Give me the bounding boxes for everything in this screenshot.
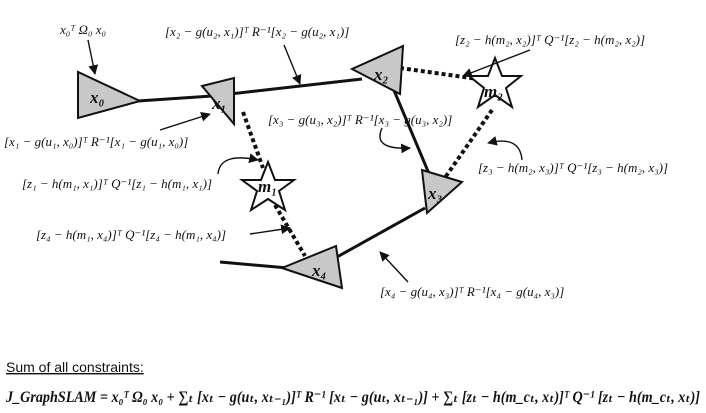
edge-x0-x1 xyxy=(137,94,213,103)
pose-x0 xyxy=(77,70,143,120)
landmark-nodes xyxy=(238,55,524,213)
edge-x4-tail xyxy=(219,260,289,270)
arrow-odo-x2 xyxy=(283,44,302,85)
pose-x4 xyxy=(279,244,344,290)
landmark-m2 xyxy=(466,55,524,110)
summary-title: Sum of all constraints: xyxy=(6,359,144,375)
constraint-labels: x₀ᵀ Ω₀ x₀ [x₂ − g(u₂, x₁)]ᵀ R⁻¹[x₂ − g(u… xyxy=(4,22,668,299)
label-obs-m1-x4: [z₄ − h(m₁, x₄)]ᵀ Q⁻¹[z₄ − h(m₁, x₄)] xyxy=(36,227,226,242)
edge-x3-x4 xyxy=(327,206,426,264)
label-obs-m2-x2: [z₂ − h(m₂, x₂)]ᵀ Q⁻¹[z₂ − h(m₂, x₂)] xyxy=(455,32,645,47)
node-label-x3: x₃ xyxy=(427,184,443,203)
arrow-obs-m1-x1 xyxy=(217,153,259,175)
label-odo-x3: [x₃ − g(u₃, x₂)]ᵀ R⁻¹[x₃ − g(u₃, x₂)] xyxy=(268,112,452,127)
edge-m2-x3 xyxy=(440,108,494,184)
label-obs-m2-x3: [z₃ − h(m₂, x₃)]ᵀ Q⁻¹[z₃ − h(m₂, x₃)] xyxy=(478,160,668,175)
arrow-obs-m2-x2 xyxy=(462,49,531,78)
node-label-x4: x₄ xyxy=(311,261,326,280)
label-odo-x1: [x₁ − g(u₁, x₀)]ᵀ R⁻¹[x₁ − g(u₁, x₀)] xyxy=(4,134,188,149)
edge-x2-m2 xyxy=(399,66,479,81)
arrow-odo-x3 xyxy=(379,127,411,154)
edge-x2-x3 xyxy=(391,87,432,177)
node-label-x0: x₀ xyxy=(89,88,105,107)
callout-arrows xyxy=(87,39,531,283)
pose-x2 xyxy=(349,44,405,96)
arrow-odo-x1 xyxy=(159,112,211,131)
arrow-obs-m1-x4 xyxy=(249,224,291,235)
pose-nodes xyxy=(77,44,465,290)
edge-m1-x4 xyxy=(273,203,307,258)
node-labels: x₀ x₁ x₂ x₃ x₄ m₁ m₂ xyxy=(89,65,503,280)
node-label-x2: x₂ xyxy=(373,65,389,84)
node-label-m1: m₁ xyxy=(258,177,277,196)
pose-x1 xyxy=(200,76,235,127)
observation-edges xyxy=(241,66,494,258)
pose-x3 xyxy=(420,168,465,216)
label-odo-x2: [x₂ − g(u₂, x₁)]ᵀ R⁻¹[x₂ − g(u₂, x₁)] xyxy=(165,24,349,39)
node-label-m2: m₂ xyxy=(484,82,503,101)
label-obs-m1-x1: [z₁ − h(m₁, x₁)]ᵀ Q⁻¹[z₁ − h(m₁, x₁)] xyxy=(22,176,212,191)
summary: Sum of all constraints: J_GraphSLAM = x₀… xyxy=(5,359,700,406)
arrow-obs-m2-x3 xyxy=(487,136,523,161)
arrow-prior xyxy=(87,39,99,75)
edge-x1-x2 xyxy=(229,77,363,96)
summary-formula: J_GraphSLAM = x₀ᵀ Ω₀ x₀ + ∑ₜ [xₜ − g(uₜ,… xyxy=(5,389,700,406)
edge-x1-m1 xyxy=(241,111,265,169)
arrow-odo-x4 xyxy=(379,251,409,283)
label-prior: x₀ᵀ Ω₀ x₀ xyxy=(59,22,106,37)
node-label-x1: x₁ xyxy=(211,94,226,113)
landmark-m1 xyxy=(238,159,298,213)
label-odo-x4: [x₄ − g(u₄, x₃)]ᵀ R⁻¹[x₄ − g(u₄, x₃)] xyxy=(380,284,564,299)
odometry-edges xyxy=(137,77,432,270)
